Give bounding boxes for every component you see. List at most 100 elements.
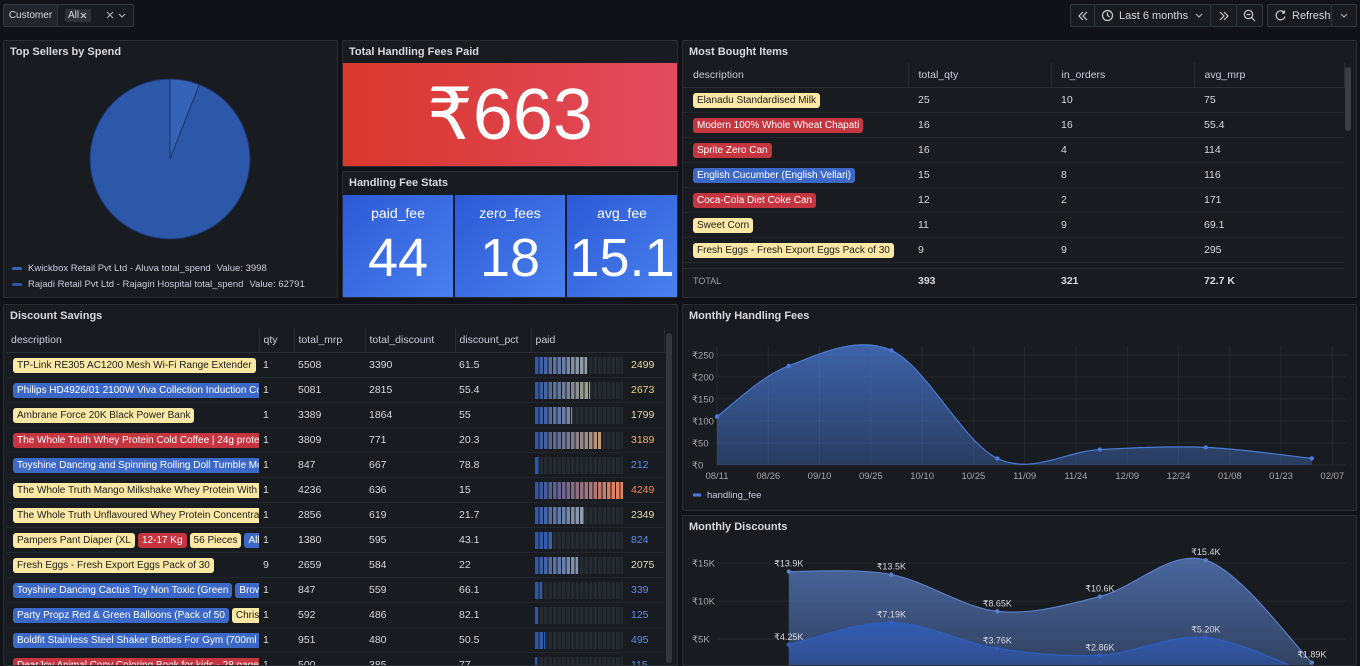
data-point: [1203, 557, 1209, 563]
column-header[interactable]: total_discount: [365, 328, 456, 353]
selected-chip[interactable]: All: [65, 9, 92, 22]
legend-value: Value: 62791: [249, 278, 305, 290]
paid-value: 2349: [631, 509, 655, 521]
column-header[interactable]: qty: [259, 328, 295, 353]
x-tick-label: 12/24: [1167, 471, 1191, 482]
variable-select[interactable]: All: [57, 4, 134, 27]
variable-label: Customer: [3, 4, 58, 27]
table-row: English Cucumber (English Vellari) 15 8 116: [683, 162, 1344, 188]
footer-row: TOTAL 393 321 72.7 K: [683, 269, 1344, 294]
column-header[interactable]: total_mrp: [294, 328, 366, 353]
data-label: ₹3.76K: [983, 635, 1012, 645]
gauge-track: [535, 381, 623, 399]
gauge-bar: [535, 431, 602, 449]
zoom-out-button[interactable]: [1236, 4, 1263, 27]
table-cell: 55: [455, 402, 531, 428]
table-cell: 1380: [294, 527, 365, 553]
description-cell: Fresh Eggs - Fresh Export Eggs Pack of 3…: [683, 237, 908, 263]
table-cell: 116: [1194, 162, 1344, 188]
panel-title: Monthly Discounts: [689, 521, 788, 533]
time-picker[interactable]: Last 6 months: [1094, 4, 1211, 27]
data-point: [1097, 594, 1103, 599]
table-cell: 9: [908, 237, 1051, 263]
scrollbar[interactable]: [666, 333, 672, 663]
series-area: [717, 344, 1312, 465]
table-cell: 847: [294, 577, 365, 603]
gauge-track: [535, 656, 623, 665]
tag: Pampers Pant Diaper (XL: [13, 532, 135, 548]
column-header[interactable]: description: [7, 328, 260, 353]
tag: Sweet Corn: [693, 217, 754, 233]
shift-forward-button[interactable]: [1210, 4, 1237, 27]
data-point: [1203, 635, 1209, 640]
column-header[interactable]: total_qty: [908, 63, 1052, 88]
table-cell: 771: [365, 427, 455, 453]
table-cell: 69.1: [1194, 212, 1344, 238]
shift-back-button[interactable]: [1070, 4, 1095, 27]
table-cell: 1: [259, 577, 294, 603]
table-cell: 20.3: [455, 427, 531, 453]
paid-value: 495: [631, 634, 649, 646]
table-footer: TOTAL 393 321 72.7 K: [683, 268, 1344, 293]
paid-cell: 212: [531, 452, 664, 478]
legend-item: Kwickbox Retail Pvt Ltd - Aluva total_sp…: [12, 260, 305, 276]
dropdown-icon[interactable]: [117, 11, 127, 21]
paid-cell: 125: [531, 602, 664, 628]
stat-value: 15.1: [569, 228, 675, 288]
table-cell: 847: [294, 452, 365, 478]
data-point: [995, 456, 1000, 461]
column-header[interactable]: paid: [531, 328, 665, 353]
panel: Discount Savings description qty total_mrp…: [3, 304, 678, 666]
table-cell: 8: [1051, 162, 1194, 188]
column-header[interactable]: in_orders: [1051, 63, 1195, 88]
table-cell: 3389: [294, 402, 365, 428]
table-cell: 486: [365, 602, 455, 628]
table-row: Philips HD4926/01 2100W Viva Collection …: [7, 377, 664, 403]
remove-icon[interactable]: [79, 11, 88, 20]
tag: Fresh Eggs - Fresh Export Eggs Pack of 3…: [693, 242, 894, 258]
scrollbar[interactable]: [1345, 67, 1351, 131]
data-point: [786, 569, 791, 574]
table-cell: 385: [365, 652, 455, 665]
legend-label: Rajadi Retail Pvt Ltd - Rajagiri Hospita…: [28, 278, 244, 290]
refresh-icon: [1275, 10, 1286, 21]
data-point: [1097, 653, 1103, 658]
clear-icon[interactable]: [105, 11, 117, 21]
gauge-bar: [535, 631, 546, 649]
gauge-cell: 3189: [535, 431, 664, 449]
table-cell: 66.1: [455, 577, 531, 603]
tag: Toyshine Dancing and Spinning Rolling Do…: [13, 457, 259, 473]
data-point: [786, 642, 791, 647]
gauge-bar: [535, 406, 573, 424]
description-cell: English Cucumber (English Vellari): [683, 162, 908, 188]
description-cell: Modern 100% Whole Wheat Chapati: [683, 112, 908, 138]
panel-title: Top Sellers by Spend: [10, 46, 122, 58]
table-row: Sweet Corn 11 9 69.1: [683, 212, 1344, 238]
area-chart: ₹0 ₹50 ₹100 ₹150 ₹200 ₹250 08/11 08/26 09/10 09/2…: [692, 344, 1346, 501]
gauge-cell: 339: [535, 581, 664, 599]
panel: Handling Fee Stats paid_fee 44 zero_fees…: [342, 171, 678, 298]
table-cell: 1: [259, 502, 294, 528]
gauge-cell: 115: [535, 656, 664, 665]
tag: Sprite Zero Can: [693, 142, 772, 158]
pie-chart: [89, 78, 251, 240]
stat-box: paid_fee 44: [343, 195, 453, 297]
gauge-cell: 2075: [535, 556, 664, 574]
description-cell: Sweet Corn: [683, 212, 908, 238]
stat-name: zero_fees: [479, 205, 541, 221]
column-header[interactable]: description: [683, 63, 909, 88]
tag: Coca-Cola Diet Coke Can: [693, 192, 817, 208]
paid-value: 824: [631, 534, 649, 546]
table-row: Fresh Eggs - Fresh Export Eggs Pack of 3…: [683, 237, 1344, 263]
table-cell: 114: [1194, 137, 1344, 163]
table-row: Coca-Cola Diet Coke Can 12 2 171: [683, 187, 1344, 213]
column-header[interactable]: avg_mrp: [1194, 63, 1345, 88]
refresh-button[interactable]: Refresh: [1267, 4, 1332, 27]
tag: TP-Link RE305 AC1200 Mesh Wi-Fi Range Ex…: [13, 357, 256, 373]
column-header[interactable]: discount_pct: [455, 328, 532, 353]
gauge-cell: 1799: [535, 406, 664, 424]
refresh-interval[interactable]: [1331, 4, 1357, 27]
gauge-track: [535, 431, 623, 449]
paid-cell: 2499: [531, 352, 664, 378]
paid-cell: 2673: [531, 377, 664, 403]
